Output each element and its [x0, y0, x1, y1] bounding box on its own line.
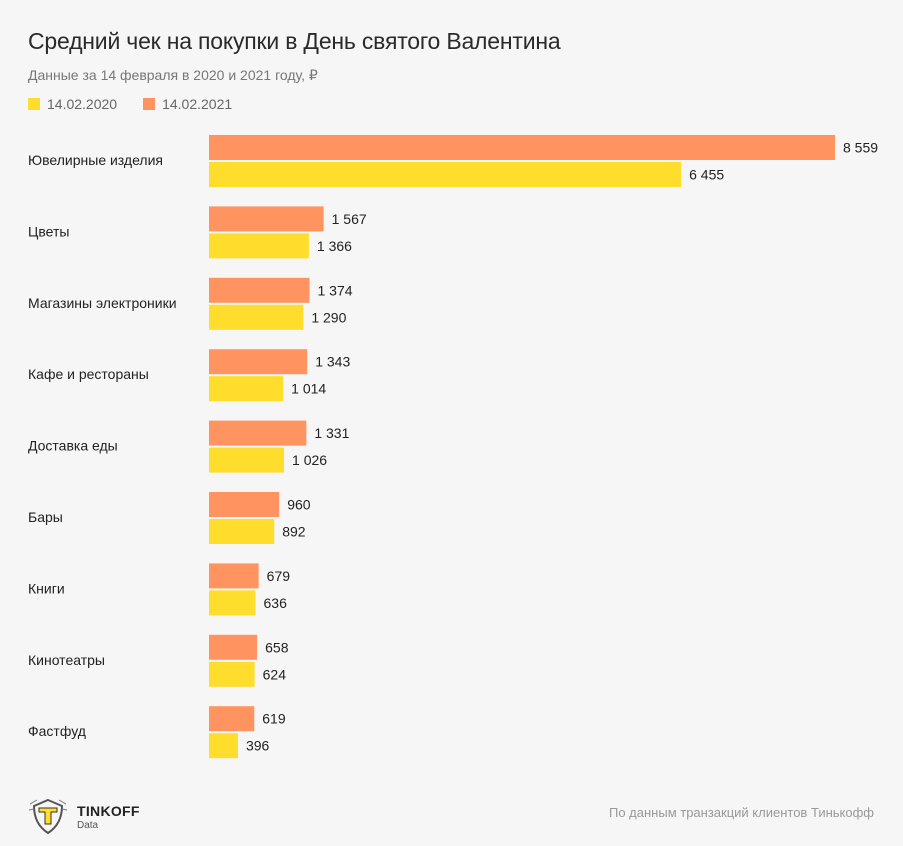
bar-14-02-2021 [209, 349, 308, 375]
legend-swatch-2021 [143, 98, 156, 110]
bar-14-02-2020 [209, 519, 275, 544]
value-label: 892 [282, 524, 306, 540]
value-label: 6 455 [689, 167, 724, 183]
legend-label-2021: 14.02.2021 [162, 96, 233, 112]
bar-14-02-2020 [209, 733, 238, 759]
bar-chart: Ювелирные изделия 8 559 6 455 Цветы 1 567 1 3… [28, 135, 878, 759]
value-label: 619 [262, 711, 286, 727]
category-label: Доставка еды [28, 438, 118, 454]
value-label: 1 343 [315, 354, 350, 370]
chart-title: Средний чек на покупки в День святого Ва… [28, 28, 561, 54]
logo-subtitle: Data [77, 819, 99, 831]
value-label: 1 290 [311, 309, 346, 325]
logo-brand: TINKOFF [77, 802, 140, 819]
legend: 14.02.2020 14.02.2021 [28, 96, 232, 112]
bar-14-02-2021 [209, 277, 310, 303]
category-label: Кинотеатры [28, 652, 105, 668]
value-label: 1 014 [291, 381, 326, 397]
bar-14-02-2020 [209, 162, 682, 187]
value-label: 1 567 [332, 211, 367, 227]
value-label: 396 [246, 738, 270, 754]
category-label: Цветы [28, 223, 69, 239]
value-label: 960 [287, 497, 311, 513]
value-label: 1 374 [317, 282, 352, 298]
category-label: Магазины электроники [28, 295, 177, 311]
value-label: 624 [263, 666, 287, 682]
bar-14-02-2021 [209, 634, 258, 660]
bar-14-02-2021 [209, 206, 324, 232]
value-label: 8 559 [843, 140, 878, 156]
legend-item-2021: 14.02.2021 [143, 96, 232, 112]
chart-subtitle: Данные за 14 февраля в 2020 и 2021 году,… [28, 67, 318, 83]
bar-14-02-2020 [209, 376, 284, 402]
category-label: Ювелирные изделия [28, 152, 163, 168]
category-label: Кафе и рестораны [28, 366, 149, 382]
value-label: 636 [264, 595, 288, 611]
bar-14-02-2020 [209, 304, 304, 330]
legend-label-2020: 14.02.2020 [47, 96, 118, 112]
source-note: По данным транзакций клиентов Тинькофф [609, 805, 874, 820]
bar-14-02-2020 [209, 233, 309, 259]
value-label: 658 [265, 639, 289, 655]
value-label: 1 026 [292, 452, 327, 468]
legend-item-2020: 14.02.2020 [28, 96, 117, 112]
bar-14-02-2021 [209, 706, 255, 732]
bar-14-02-2020 [209, 661, 255, 687]
category-label: Фастфуд [28, 723, 86, 739]
legend-swatch-2020 [28, 98, 40, 110]
category-label: Книги [28, 580, 65, 596]
bar-14-02-2020 [209, 447, 285, 473]
bar-14-02-2021 [209, 420, 307, 446]
value-label: 679 [267, 568, 291, 584]
category-label: Бары [28, 509, 63, 525]
value-label: 1 331 [314, 425, 349, 441]
bar-14-02-2021 [209, 563, 259, 589]
value-label: 1 366 [317, 238, 352, 254]
bar-14-02-2021 [209, 492, 280, 517]
tinkoff-shield-icon [28, 798, 68, 835]
tinkoff-data-logo: TINKOFF Data [28, 798, 140, 836]
bar-14-02-2021 [209, 135, 835, 160]
bar-14-02-2020 [209, 590, 256, 616]
